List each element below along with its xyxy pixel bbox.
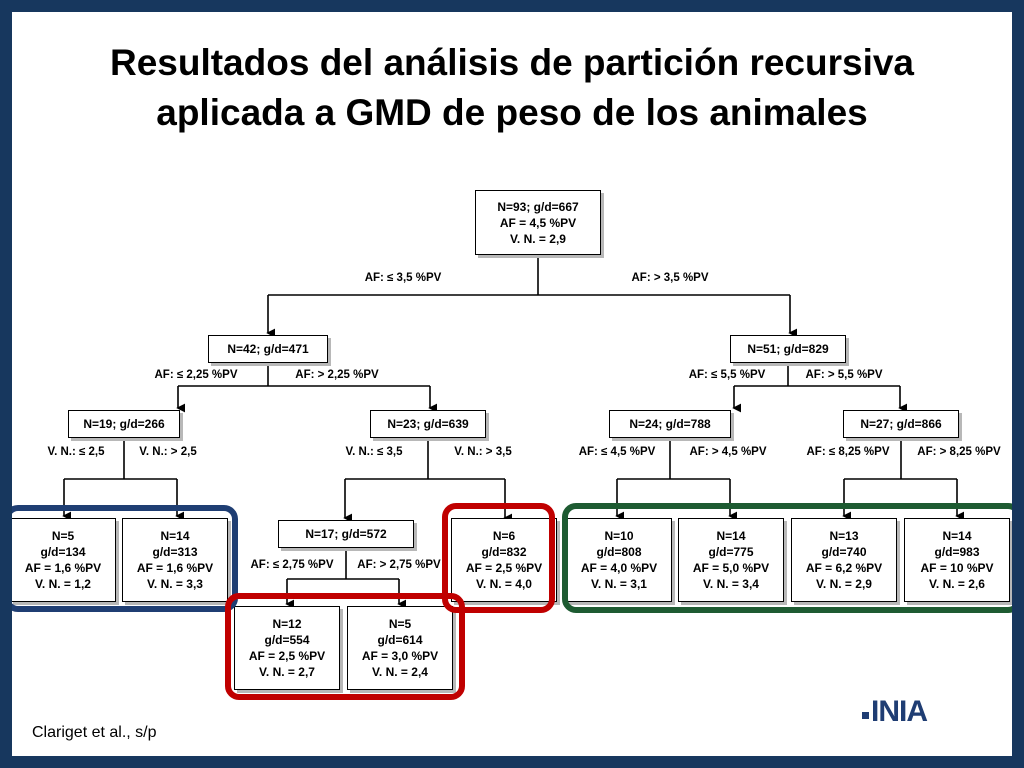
tree-node-l13: N=13 g/d=740 AF = 6,2 %PV V. N. = 2,9 xyxy=(791,518,897,602)
node-line: AF = 5,0 %PV xyxy=(692,561,770,575)
split-label-n42-right: AF: > 2,25 %PV xyxy=(295,369,379,381)
tree-node-n23: N=23; g/d=639 xyxy=(370,410,486,438)
tree-node-root: N=93; g/d=667 AF = 4,5 %PV V. N. = 2,9 xyxy=(475,190,601,255)
tree-node-l14b: N=14 g/d=775 AF = 5,0 %PV V. N. = 3,4 xyxy=(678,518,784,602)
node-line: N=42; g/d=471 xyxy=(227,342,309,356)
tree-node-l12: N=12 g/d=554 AF = 2,5 %PV V. N. = 2,7 xyxy=(234,606,340,690)
node-line: g/d=775 xyxy=(708,545,754,559)
node-line: N=27; g/d=866 xyxy=(860,417,942,431)
node-line: N=17; g/d=572 xyxy=(305,527,387,541)
node-line: AF = 4,0 %PV xyxy=(580,561,658,575)
logo-text: INIA xyxy=(871,695,928,728)
highlight-frame-red xyxy=(442,503,555,613)
node-line: V. N. = 2,9 xyxy=(816,577,872,591)
node-line: N=10 xyxy=(604,529,634,543)
node-line: N=14 xyxy=(716,529,746,543)
tree-node-n42: N=42; g/d=471 xyxy=(208,335,328,363)
node-line: AF = 3,0 %PV xyxy=(361,649,439,663)
node-line: V. N. = 2,9 xyxy=(510,231,566,246)
tree-node-l10: N=10 g/d=808 AF = 4,0 %PV V. N. = 3,1 xyxy=(566,518,672,602)
split-label-n23-right: V. N.: > 3,5 xyxy=(454,446,512,458)
split-label-n24-right: AF: > 4,5 %PV xyxy=(689,446,767,458)
node-line: g/d=808 xyxy=(596,545,642,559)
highlight-frame-red xyxy=(225,593,465,700)
tree-node-n17: N=17; g/d=572 xyxy=(278,520,414,548)
split-label-n51-right: AF: > 5,5 %PV xyxy=(805,369,883,381)
node-line: V. N. = 2,7 xyxy=(259,665,315,679)
node-line: V. N. = 3,3 xyxy=(147,577,203,591)
node-line: AF = 1,6 %PV xyxy=(136,561,214,575)
tree-node-n27: N=27; g/d=866 xyxy=(843,410,959,438)
slide-title: Resultados del análisis de partición rec… xyxy=(12,38,1012,138)
node-line: N=5 xyxy=(51,529,75,543)
title-line-2: aplicada a GMD de peso de los animales xyxy=(156,92,868,133)
node-line: N=51; g/d=829 xyxy=(747,342,829,356)
node-line: g/d=614 xyxy=(377,633,423,647)
split-label-root-right: AF: > 3,5 %PV xyxy=(631,272,709,284)
split-label-n42-left: AF: ≤ 2,25 %PV xyxy=(154,369,238,381)
split-label-root-left: AF: ≤ 3,5 %PV xyxy=(364,272,442,284)
node-line: N=6 xyxy=(492,529,516,543)
node-line: V. N. = 4,0 xyxy=(476,577,532,591)
highlight-frame-green xyxy=(562,503,1012,613)
title-line-1: Resultados del análisis de partición rec… xyxy=(109,42,915,83)
split-label-n51-left: AF: ≤ 5,5 %PV xyxy=(688,369,766,381)
node-line: g/d=832 xyxy=(481,545,527,559)
tree-node-l5b: N=5 g/d=614 AF = 3,0 %PV V. N. = 2,4 xyxy=(347,606,453,690)
node-line: V. N. = 2,4 xyxy=(372,665,428,679)
node-line: N=13 xyxy=(829,529,859,543)
node-line: N=93; g/d=667 xyxy=(497,199,579,214)
tree-node-l6: N=6 g/d=832 AF = 2,5 %PV V. N. = 4,0 xyxy=(451,518,557,602)
node-line: g/d=134 xyxy=(40,545,86,559)
split-label-n19-right: V. N.: > 2,5 xyxy=(139,446,197,458)
split-label-n27-left: AF: ≤ 8,25 %PV xyxy=(806,446,890,458)
node-line: N=12 xyxy=(272,617,302,631)
logo-dot-icon xyxy=(862,712,869,719)
node-line: N=14 xyxy=(160,529,190,543)
split-label-n27-right: AF: > 8,25 %PV xyxy=(917,446,1001,458)
node-line: g/d=554 xyxy=(264,633,310,647)
tree-node-l14a: N=14 g/d=313 AF = 1,6 %PV V. N. = 3,3 xyxy=(122,518,228,602)
tree-node-l14c: N=14 g/d=983 AF = 10 %PV V. N. = 2,6 xyxy=(904,518,1010,602)
node-line: N=19; g/d=266 xyxy=(83,417,165,431)
tree-node-n24: N=24; g/d=788 xyxy=(609,410,731,438)
node-line: AF = 4,5 %PV xyxy=(499,215,577,230)
node-line: g/d=740 xyxy=(821,545,867,559)
node-line: AF = 6,2 %PV xyxy=(805,561,883,575)
tree-node-l5a: N=5 g/d=134 AF = 1,6 %PV V. N. = 1,2 xyxy=(12,518,116,602)
split-label-n23-left: V. N.: ≤ 3,5 xyxy=(345,446,403,458)
node-line: V. N. = 3,4 xyxy=(703,577,759,591)
node-line: AF = 10 %PV xyxy=(920,561,994,575)
split-label-n19-left: V. N.: ≤ 2,5 xyxy=(47,446,105,458)
split-label-n17-right: AF: > 2,75 %PV xyxy=(357,559,441,571)
node-line: g/d=983 xyxy=(934,545,980,559)
citation: Clariget et al., s/p xyxy=(32,724,157,741)
node-line: AF = 1,6 %PV xyxy=(24,561,102,575)
node-line: g/d=313 xyxy=(152,545,198,559)
split-label-n17-left: AF: ≤ 2,75 %PV xyxy=(250,559,334,571)
tree-node-n19: N=19; g/d=266 xyxy=(68,410,180,438)
node-line: AF = 2,5 %PV xyxy=(248,649,326,663)
node-line: V. N. = 3,1 xyxy=(591,577,647,591)
node-line: N=14 xyxy=(942,529,972,543)
inia-logo: INIA xyxy=(862,695,928,729)
node-line: AF = 2,5 %PV xyxy=(465,561,543,575)
node-line: N=5 xyxy=(388,617,412,631)
node-line: V. N. = 2,6 xyxy=(929,577,985,591)
node-line: N=24; g/d=788 xyxy=(629,417,711,431)
node-line: N=23; g/d=639 xyxy=(387,417,469,431)
tree-node-n51: N=51; g/d=829 xyxy=(730,335,846,363)
node-line: V. N. = 1,2 xyxy=(35,577,91,591)
split-label-n24-left: AF: ≤ 4,5 %PV xyxy=(578,446,656,458)
highlight-frame-blue xyxy=(12,505,238,612)
